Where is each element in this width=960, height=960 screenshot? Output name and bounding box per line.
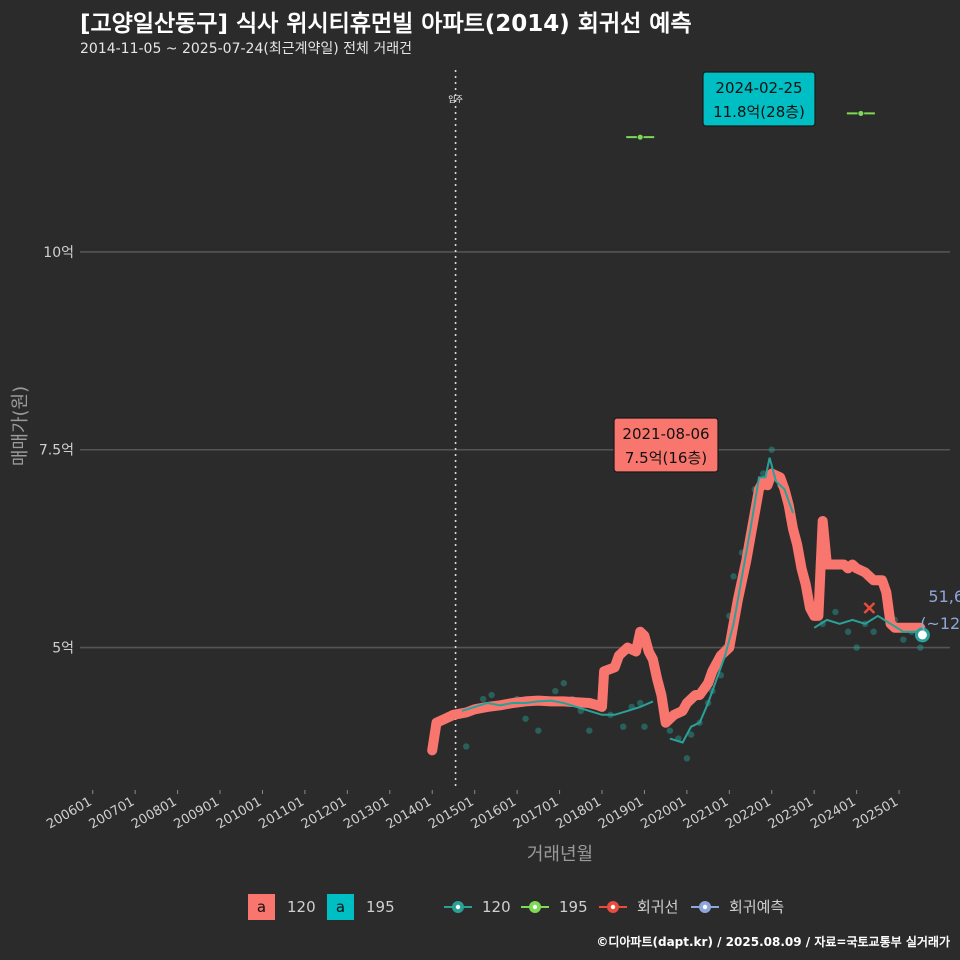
legend-label: 120	[287, 898, 316, 916]
x-tick-label: 202001	[638, 794, 688, 832]
x-tick-label: 201401	[384, 794, 434, 832]
x-tick-label: 201001	[214, 794, 264, 832]
transaction-point-120	[479, 695, 487, 703]
transaction-point-120	[552, 687, 559, 695]
x-tick-label: 202201	[723, 794, 773, 832]
annotation-date: 2021-08-06	[622, 425, 709, 443]
x-tick-label: 200801	[129, 794, 179, 832]
annotation-box	[613, 417, 719, 473]
x-tick-label: 200601	[44, 794, 94, 832]
x-tick-label: 201101	[256, 794, 306, 832]
legend-swatch-key: a	[336, 898, 345, 916]
legend-dot-center	[532, 904, 538, 910]
regression-marker	[863, 602, 876, 614]
x-tick-label: 201801	[554, 794, 604, 832]
transaction-point-120	[586, 727, 593, 734]
y-tick-label: 7.5억	[39, 443, 74, 459]
regression-line-120	[427, 468, 926, 756]
x-tick-label: 201701	[511, 794, 561, 832]
x-tick-label: 201901	[596, 794, 646, 832]
x-tick-label: 201201	[299, 794, 349, 832]
transaction-point-120	[560, 679, 568, 687]
x-tick-label: 202101	[681, 794, 731, 832]
x-tick-label: 202501	[851, 794, 901, 832]
trend-line-120	[669, 457, 794, 744]
chart-title: [고양일산동구] 식사 위시티휴먼빌 아파트(2014) 회귀선 예측	[80, 11, 692, 37]
x-tick-label: 201501	[426, 794, 476, 832]
transaction-point-120	[768, 446, 775, 453]
legend-dot-center	[702, 904, 708, 910]
prediction-value-label: 51,625	[928, 587, 960, 606]
legend-swatch-key: a	[257, 898, 266, 916]
annotation-date: 2024-02-25	[715, 79, 802, 97]
transaction-point-120	[535, 727, 542, 734]
transaction-point-120	[666, 727, 674, 734]
trend-line-120	[813, 614, 921, 633]
transaction-point-120	[641, 723, 648, 730]
y-axis-title: 매매가(원)	[10, 386, 31, 466]
legend-label: 195	[366, 898, 395, 916]
x-tick-label: 200901	[172, 794, 222, 832]
transaction-point-120	[870, 628, 877, 635]
chart-subtitle: 2014-11-05 ~ 2025-07-24(최근계약일) 전체 거래건	[80, 41, 412, 57]
trend-line-120	[461, 699, 654, 716]
x-tick-label: 201301	[341, 794, 391, 832]
x-tick-label: 201601	[469, 794, 519, 832]
move-in-label: 입주	[448, 95, 463, 104]
y-tick-label: 10억	[43, 245, 74, 261]
legend-label: 195	[559, 898, 588, 916]
legend-label: 회귀예측	[729, 898, 784, 916]
legend-swatch	[248, 894, 275, 920]
annotation-box	[702, 71, 816, 127]
y-tick-label: 5억	[52, 641, 74, 657]
legend-label: 120	[482, 898, 511, 916]
transaction-point-120	[620, 723, 627, 730]
transaction-point-120	[900, 636, 907, 643]
transaction-point-120	[917, 644, 924, 651]
transaction-point-120	[636, 699, 644, 707]
transaction-point-120	[687, 731, 695, 738]
x-tick-label: 200701	[87, 794, 137, 832]
prediction-area-label: (~120㎡)	[920, 614, 960, 633]
prediction-point	[914, 627, 930, 643]
x-tick-label: 202301	[766, 794, 816, 832]
transaction-point-120	[462, 743, 470, 750]
annotation-value: 7.5억(16층)	[625, 449, 707, 467]
x-axis-title: 거래년월	[527, 844, 593, 865]
legend-swatch	[327, 894, 354, 920]
x-tick-label: 202401	[808, 794, 858, 832]
transaction-point-195	[636, 133, 644, 141]
transaction-point-120	[730, 573, 737, 580]
credit-text: ©디아파트(dapt.kr) / 2025.08.09 / 자료=국토교통부 실…	[596, 935, 950, 949]
transaction-point-120	[488, 691, 495, 699]
transaction-point-120	[683, 755, 691, 762]
transaction-point-120	[832, 608, 839, 616]
transaction-point-195	[857, 110, 865, 117]
legend-label: 회귀선	[637, 898, 678, 916]
transaction-point-120	[853, 644, 860, 651]
legend-dot-center	[455, 904, 461, 910]
legend-dot-center	[610, 904, 616, 910]
transaction-point-120	[844, 628, 852, 635]
transaction-point-120	[522, 715, 529, 722]
annotation-value: 11.8억(28층)	[713, 103, 805, 121]
transaction-point-120	[760, 470, 767, 477]
